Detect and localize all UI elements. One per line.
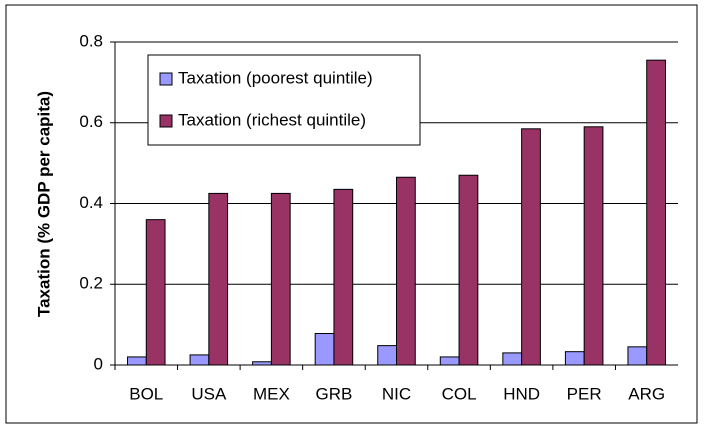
x-tick-label: BOL (129, 384, 163, 403)
bar (333, 188, 354, 366)
bar (145, 219, 166, 366)
legend-label: Taxation (poorest quintile) (178, 68, 373, 87)
x-tick-label: GRB (316, 384, 353, 403)
bar (646, 59, 666, 366)
bar (627, 346, 648, 366)
bar (521, 128, 541, 366)
y-axis-label: Taxation (% GDP per capita) (34, 91, 53, 317)
legend-label: Taxation (richest quintile) (178, 110, 366, 129)
x-tick-label: PER (567, 384, 602, 403)
x-tick-label: COL (442, 384, 477, 403)
y-tick-label: 0.2 (79, 274, 103, 293)
bar (252, 361, 272, 366)
x-tick-label: NIC (382, 384, 411, 403)
bar (270, 192, 291, 366)
bar (502, 352, 523, 366)
bar (314, 333, 335, 366)
bar (127, 356, 147, 366)
bar (583, 126, 604, 366)
x-tick-label: ARG (628, 384, 665, 403)
legend-box (147, 54, 421, 146)
bar (208, 192, 229, 366)
bar (439, 356, 460, 366)
legend-swatch (159, 72, 173, 86)
legend-swatch (159, 114, 173, 128)
y-tick-label: 0.4 (79, 193, 103, 212)
x-tick-label: MEX (253, 384, 290, 403)
bar (458, 174, 479, 366)
y-tick-label: 0.6 (79, 112, 103, 131)
bar (189, 354, 210, 366)
bar (377, 345, 398, 366)
bar (396, 176, 416, 366)
x-tick-label: HND (503, 384, 540, 403)
y-tick-label: 0.8 (79, 31, 103, 50)
bar (564, 351, 585, 366)
y-tick-label: 0 (94, 354, 103, 373)
x-tick-label: USA (191, 384, 227, 403)
